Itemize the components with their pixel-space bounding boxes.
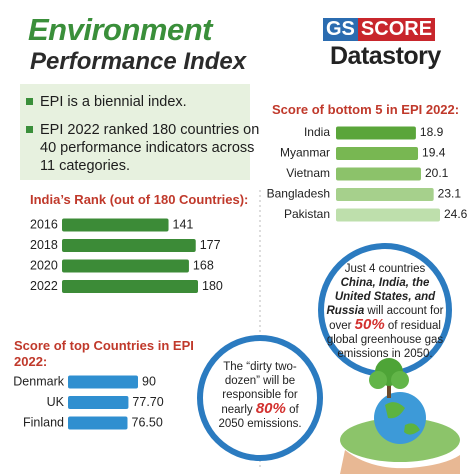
logo-score: SCORE <box>357 18 436 41</box>
category-label: 2016 <box>30 217 58 231</box>
logo-gs: GS <box>323 18 358 41</box>
category-label: 2022 <box>30 279 58 293</box>
value-label: 168 <box>193 258 214 272</box>
callout: The “dirty two-dozen” will be responsibl… <box>212 360 308 431</box>
callout-text: will account for over <box>329 305 444 332</box>
bar <box>68 375 138 389</box>
category-label: 2020 <box>30 258 58 272</box>
bullet: EPI 2022 ranked 180 countries on 40 perf… <box>26 121 262 175</box>
category-label: Bangladesh <box>267 187 330 201</box>
callout-text: of 2050 emissions. <box>218 404 302 430</box>
category-label: Myanmar <box>280 146 330 160</box>
value-label: 90 <box>142 374 156 388</box>
callout-percent: 50% <box>354 316 385 333</box>
title: Environment <box>28 12 212 47</box>
category-label: 2018 <box>30 238 58 252</box>
bar <box>336 126 416 140</box>
bullet: EPI is a biennial index. <box>26 93 262 111</box>
chart-title: India’s Rank (out of 180 Countries): <box>30 192 249 207</box>
bar <box>336 188 434 201</box>
earth-illustration <box>340 358 460 474</box>
bar <box>336 167 421 181</box>
callout-text: The “dirty two-dozen” will be responsibl… <box>221 361 298 416</box>
logo: GS SCORE <box>323 18 436 41</box>
value-label: 180 <box>202 279 223 293</box>
value-label: 23.1 <box>438 187 462 201</box>
bar <box>62 218 169 232</box>
category-label: UK <box>47 395 65 409</box>
category-label: India <box>304 125 330 139</box>
bar <box>336 208 440 222</box>
category-label: Vietnam <box>286 166 330 180</box>
bullet-box <box>20 84 250 180</box>
value-label: 18.9 <box>420 125 444 139</box>
bar <box>336 147 419 160</box>
value-label: 177 <box>200 238 221 252</box>
value-label: 19.4 <box>422 146 446 160</box>
value-label: 20.1 <box>425 166 449 180</box>
bar <box>62 239 196 252</box>
bar <box>68 416 128 430</box>
bar <box>62 259 189 273</box>
category-label: Finland <box>23 415 64 429</box>
category-label: Pakistan <box>284 207 330 221</box>
value-label: 141 <box>173 217 194 231</box>
callout-circle <box>197 335 323 461</box>
value-label: 77.70 <box>132 395 163 409</box>
value-label: 76.50 <box>132 415 163 429</box>
chart-title: Score of top Countries in EPI 2022: <box>14 338 194 369</box>
value-label: 24.6 <box>444 207 468 221</box>
callout: Just 4 countries China, India, the Unite… <box>326 262 444 361</box>
bar <box>68 396 129 409</box>
callout-percent: 80% <box>255 400 286 417</box>
logo-datastory: Datastory <box>330 42 441 70</box>
bar <box>62 280 198 293</box>
callout-text: Just 4 countries <box>344 263 426 275</box>
subtitle: Performance Index <box>30 48 247 75</box>
chart-title: Score of bottom 5 in EPI 2022: <box>272 102 460 117</box>
category-label: Denmark <box>13 374 64 388</box>
callout-emphasis: China, India, the United States, and Rus… <box>326 277 436 317</box>
callout-text: of residual global greenhouse gas emissi… <box>326 320 444 360</box>
